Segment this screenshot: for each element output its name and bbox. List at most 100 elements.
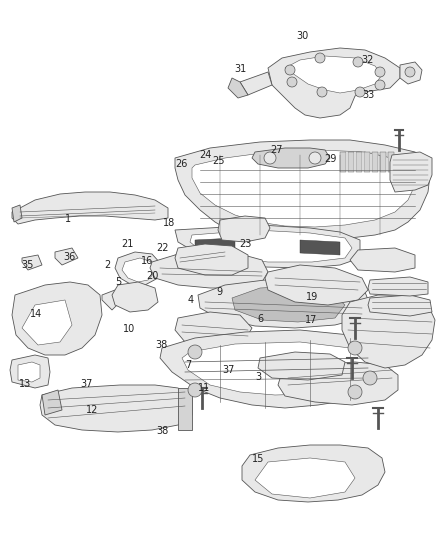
- Polygon shape: [10, 355, 50, 388]
- Text: 7: 7: [185, 360, 191, 370]
- Circle shape: [264, 152, 276, 164]
- Text: 37: 37: [81, 379, 93, 389]
- Polygon shape: [12, 205, 22, 222]
- Text: 38: 38: [155, 341, 167, 350]
- Circle shape: [348, 385, 362, 399]
- Text: 17: 17: [305, 315, 317, 325]
- Polygon shape: [255, 458, 355, 498]
- Polygon shape: [175, 140, 430, 240]
- Polygon shape: [350, 248, 415, 272]
- Text: 35: 35: [21, 261, 33, 270]
- Text: 3: 3: [255, 373, 261, 382]
- Text: 23: 23: [239, 239, 251, 249]
- Text: 36: 36: [63, 252, 75, 262]
- Polygon shape: [115, 252, 162, 285]
- Polygon shape: [342, 295, 435, 368]
- Text: 18: 18: [162, 218, 175, 228]
- Text: 9: 9: [216, 287, 222, 297]
- Text: 16: 16: [141, 256, 153, 266]
- Polygon shape: [390, 152, 432, 192]
- Polygon shape: [372, 152, 378, 172]
- Polygon shape: [55, 248, 78, 265]
- Text: 27: 27: [271, 146, 283, 155]
- Polygon shape: [102, 290, 122, 310]
- Text: 31: 31: [234, 64, 246, 74]
- Circle shape: [285, 65, 295, 75]
- Text: 37: 37: [223, 366, 235, 375]
- Circle shape: [317, 87, 327, 97]
- Text: 22: 22: [156, 243, 168, 253]
- Text: 14: 14: [30, 310, 42, 319]
- Polygon shape: [190, 230, 352, 262]
- Circle shape: [287, 77, 297, 87]
- Polygon shape: [300, 240, 340, 255]
- Text: 11: 11: [198, 383, 210, 393]
- Polygon shape: [388, 152, 394, 172]
- Polygon shape: [218, 216, 270, 242]
- Polygon shape: [364, 152, 370, 172]
- Polygon shape: [368, 295, 432, 316]
- Polygon shape: [40, 385, 192, 432]
- Polygon shape: [22, 300, 72, 345]
- Text: 24: 24: [200, 150, 212, 159]
- Text: 2: 2: [104, 261, 110, 270]
- Text: 25: 25: [212, 156, 224, 166]
- Polygon shape: [285, 56, 382, 93]
- Circle shape: [363, 371, 377, 385]
- Polygon shape: [228, 78, 248, 98]
- Text: 5: 5: [115, 278, 121, 287]
- Polygon shape: [232, 286, 345, 322]
- Text: 13: 13: [19, 379, 32, 389]
- Polygon shape: [12, 192, 168, 224]
- Circle shape: [188, 383, 202, 397]
- Polygon shape: [182, 342, 368, 395]
- Polygon shape: [348, 152, 354, 172]
- Text: 33: 33: [363, 90, 375, 100]
- Polygon shape: [258, 352, 345, 380]
- Polygon shape: [192, 150, 415, 227]
- Polygon shape: [368, 277, 428, 296]
- Text: 4: 4: [187, 295, 194, 304]
- Text: 1: 1: [65, 214, 71, 223]
- Circle shape: [309, 152, 321, 164]
- Text: 30: 30: [296, 31, 308, 41]
- Circle shape: [348, 341, 362, 355]
- Polygon shape: [122, 258, 155, 282]
- Polygon shape: [340, 152, 346, 172]
- Text: 19: 19: [306, 293, 318, 302]
- Polygon shape: [240, 72, 272, 95]
- Text: 21: 21: [121, 239, 133, 249]
- Circle shape: [405, 67, 415, 77]
- Polygon shape: [175, 312, 252, 345]
- Circle shape: [375, 67, 385, 77]
- Polygon shape: [198, 280, 370, 328]
- Circle shape: [353, 57, 363, 67]
- Circle shape: [375, 80, 385, 90]
- Polygon shape: [400, 62, 422, 84]
- Polygon shape: [12, 282, 102, 355]
- Polygon shape: [18, 362, 40, 382]
- Polygon shape: [175, 250, 230, 268]
- Text: 26: 26: [176, 159, 188, 169]
- Text: 12: 12: [86, 406, 98, 415]
- Polygon shape: [22, 255, 42, 270]
- Polygon shape: [160, 330, 382, 408]
- Polygon shape: [150, 252, 268, 288]
- Text: 29: 29: [325, 154, 337, 164]
- Text: 10: 10: [123, 325, 135, 334]
- Polygon shape: [42, 390, 62, 415]
- Polygon shape: [252, 148, 330, 168]
- Polygon shape: [265, 265, 368, 305]
- Polygon shape: [175, 225, 360, 268]
- Polygon shape: [242, 445, 385, 502]
- Polygon shape: [195, 238, 235, 252]
- Polygon shape: [175, 244, 248, 275]
- Circle shape: [188, 345, 202, 359]
- Text: 15: 15: [252, 455, 265, 464]
- Circle shape: [315, 53, 325, 63]
- Polygon shape: [268, 48, 400, 118]
- Text: 20: 20: [146, 271, 159, 281]
- Circle shape: [355, 87, 365, 97]
- Text: 32: 32: [362, 55, 374, 64]
- Polygon shape: [112, 282, 158, 312]
